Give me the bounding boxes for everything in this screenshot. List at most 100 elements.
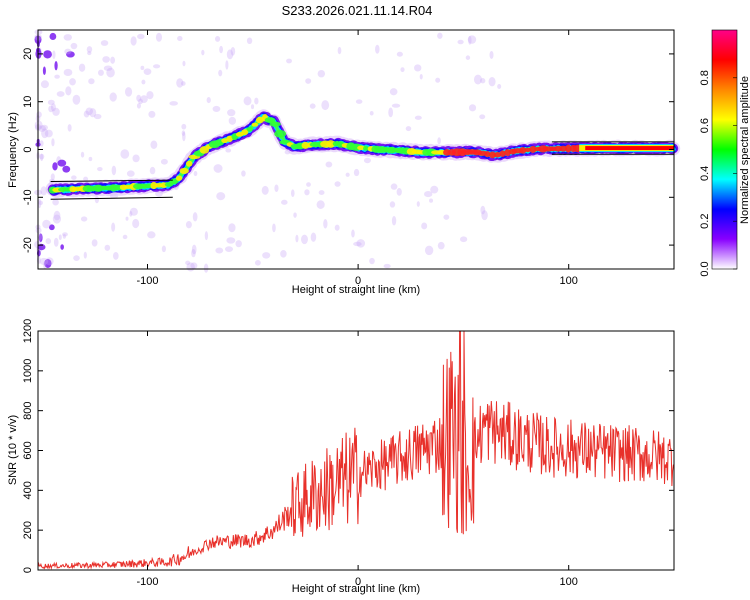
spectrogram-noise-blob [62, 234, 66, 239]
spectrogram-x-tick-label: -100 [136, 275, 158, 287]
spectrogram-noise-blob [102, 56, 110, 63]
snr-y-axis-label: SNR (10 * v/v) [7, 415, 19, 485]
spectrogram-noise-blob [226, 49, 234, 60]
spectrogram-peak-blob [357, 145, 365, 151]
spectrogram-noise-blob [437, 32, 443, 39]
spectrogram-noise-blob [230, 47, 236, 56]
spectrogram-noise-blob [254, 97, 259, 105]
spectrogram-noise-blob [44, 258, 52, 268]
spectrogram-noise-blob [243, 96, 252, 106]
spectrogram-noise-blob [356, 239, 366, 248]
spectrogram-noise-blob [83, 110, 90, 118]
spectrogram-noise-blob [129, 207, 138, 216]
spectrogram-noise-blob [218, 69, 223, 77]
spectrogram-noise-blob [39, 257, 49, 266]
spectrogram-noise-blob [182, 131, 186, 142]
spectrogram-noise-blob [177, 35, 183, 42]
spectrogram-noise-blob [147, 231, 156, 239]
spectrogram-noise-blob [48, 224, 55, 231]
spectrogram-peak-blob [241, 129, 249, 136]
spectrogram-noise-blob [152, 64, 161, 69]
snr-x-tick-label: 100 [560, 576, 578, 588]
spectrogram-noise-blob [293, 212, 297, 218]
spectrogram-noise-blob [235, 240, 242, 248]
spectrogram-noise-blob [125, 216, 129, 221]
spectrogram-x-axis-label: Height of straight line (km) [292, 284, 420, 296]
spectrogram-noise-blob [306, 182, 311, 187]
spectrogram-peak-blob [264, 117, 276, 123]
spectrogram-noise-blob [321, 100, 330, 111]
spectrogram-y-tick-label: 0 [22, 146, 34, 152]
spectrogram-peak-blob [255, 116, 264, 124]
spectrogram-noise-blob [489, 50, 494, 59]
spectrogram-noise-blob [69, 78, 76, 86]
spectrogram-noise-blob [228, 116, 237, 125]
spectrogram-y-axis-label: Frequency (Hz) [7, 112, 19, 188]
spectrogram-noise-blob [181, 123, 187, 130]
spectrogram-noise-blob [355, 99, 363, 104]
spectrogram-noise-blob [97, 69, 104, 76]
spectrogram-noise-blob [52, 214, 62, 224]
spectrogram-noise-blob [138, 98, 143, 105]
spectrogram-noise-blob [226, 237, 236, 244]
chart-title: S233.2026.021.11.14.R04 [282, 3, 433, 18]
spectrogram-noise-blob [185, 221, 192, 229]
snr-y-tick-label: 600 [22, 441, 34, 459]
spectrogram-noise-blob [212, 105, 221, 112]
snr-y-tick-label: 800 [22, 401, 34, 419]
spectrogram-noise-blob [391, 103, 401, 108]
spectrogram-peak-blob [559, 145, 568, 152]
spectrogram-noise-blob [71, 175, 77, 180]
spectrogram-noise-blob [87, 51, 92, 56]
spectrogram-noise-blob [58, 234, 62, 241]
spectrogram-noise-blob [345, 172, 350, 177]
snr-y-tick-label: 1200 [22, 319, 34, 343]
spectrogram-noise-blob [272, 223, 276, 233]
spectrogram-noise-blob [216, 192, 226, 201]
spectrogram-noise-blob [414, 115, 422, 120]
spectrogram-noise-blob [136, 103, 141, 109]
spectrogram-noise-blob [52, 162, 58, 171]
spectrogram-peak-blob [565, 144, 572, 153]
spectrogram-noise-blob [63, 68, 73, 77]
spectrogram-noise-blob [50, 103, 56, 112]
spectrogram-noise-blob [37, 198, 42, 209]
spectrogram-noise-blob [57, 159, 67, 167]
spectrogram-noise-blob [110, 56, 116, 64]
colorbar-bar [711, 29, 738, 270]
spectrogram-noise-blob [369, 110, 374, 116]
spectrogram-noise-blob [48, 105, 54, 113]
snr-y-ticks: 0 200 400 600 800 1000 1200 [22, 319, 674, 573]
spectrogram-noise-blob [396, 188, 402, 196]
spectrogram-noise-blob [185, 260, 191, 266]
spectrogram-noise-blob [416, 201, 420, 207]
spectrogram-noise-blob [286, 58, 292, 64]
spectrogram-noise-blob [262, 252, 271, 259]
spectrogram-noise-blob [78, 63, 86, 72]
spectrogram-noise-blob [316, 200, 325, 209]
spectrogram-noise-blob [51, 138, 55, 147]
spectrogram-y-tick-label: 20 [22, 48, 34, 60]
spectrogram-noise-blob [480, 205, 486, 215]
spectrogram-noise-blob [54, 74, 60, 79]
spectrogram-noise-blob [63, 34, 72, 41]
spectrogram-noise-blob [280, 249, 287, 258]
spectrogram-peak-blob [274, 129, 287, 138]
spectrogram-noise-blob [318, 190, 325, 195]
spectrogram-noise-blob [353, 241, 362, 247]
spectrogram-x-tick-label: 0 [355, 275, 361, 287]
spectrogram-noise-blob [86, 46, 93, 53]
spectrogram-noise-blob [106, 67, 115, 78]
spectrogram-noise-blob [89, 108, 97, 118]
spectrogram-peak-blob [519, 146, 527, 154]
spectrogram-noise-blob [137, 33, 145, 40]
spectrogram-noise-blob [47, 99, 55, 106]
spectrogram-peak-blob [246, 126, 253, 132]
spectrogram-y-tick-label: 10 [22, 96, 34, 108]
spectrogram-noise-blob [93, 113, 102, 120]
spectrogram-noise-blob [83, 251, 87, 259]
spectrogram-noise-blob [97, 166, 103, 172]
spectrogram-noise-blob [481, 210, 488, 221]
